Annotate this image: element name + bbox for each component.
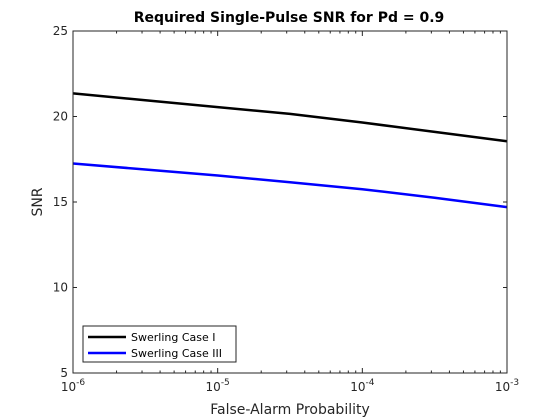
- chart-title: Required Single-Pulse SNR for Pd = 0.9: [134, 10, 445, 26]
- y-axis-label: SNR: [30, 187, 46, 216]
- ticks-layer: 5 10 15 20 25 10-6 10-5 10-4 10-3: [53, 24, 519, 394]
- x-axis-label: False-Alarm Probability: [210, 402, 370, 418]
- legend-box: [82, 325, 237, 363]
- x-tick-label: 10-6: [61, 378, 86, 394]
- x-tick-label: 10-5: [206, 378, 230, 394]
- y-tick-label: 20: [53, 110, 68, 124]
- legend: Swerling Case I Swerling Case III: [82, 325, 237, 363]
- y-tick-label: 5: [60, 366, 68, 380]
- y-tick-label: 10: [53, 281, 68, 295]
- legend-label-1: Swerling Case I: [131, 331, 216, 344]
- x-tick-label: 10-3: [495, 378, 519, 394]
- x-tick-label: 10-4: [350, 378, 375, 394]
- legend-label-2: Swerling Case III: [131, 347, 222, 360]
- plot-area: [73, 31, 507, 373]
- series-layer: [72, 92, 508, 209]
- series-line-2: [72, 162, 508, 209]
- series-line-1: [72, 92, 508, 143]
- y-tick-label: 25: [53, 24, 68, 38]
- y-tick-label: 15: [53, 195, 68, 209]
